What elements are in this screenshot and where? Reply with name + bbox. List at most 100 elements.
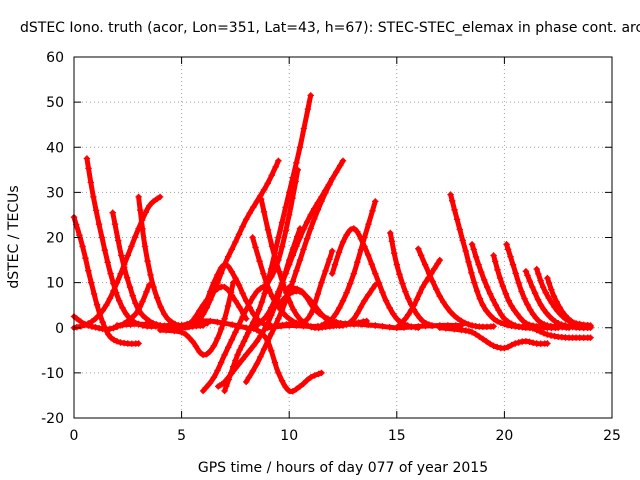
dstec-point	[277, 306, 284, 313]
axes: 0 5 10 15 20 25 -20 -10 0 10 20 30 40 50 60	[41, 50, 621, 444]
dstec-point	[357, 321, 365, 328]
dstec-point	[221, 261, 228, 268]
dstec-point	[318, 279, 325, 286]
dstec-point	[85, 320, 92, 327]
dstec-point	[303, 316, 311, 323]
dstec-point	[587, 334, 594, 341]
dstec-point	[502, 290, 509, 297]
dstec-point	[516, 314, 524, 321]
dstec-point	[364, 251, 372, 259]
dstec-point	[402, 288, 409, 295]
dstec-point	[206, 379, 214, 387]
dstec-point	[508, 302, 515, 310]
dstec-point	[147, 271, 154, 279]
dstec-point	[107, 270, 114, 277]
dstec-point	[405, 311, 412, 318]
dstec-point	[260, 186, 268, 193]
dstec-point	[524, 272, 531, 279]
dstec-point	[118, 252, 125, 259]
dstec-point	[103, 302, 110, 309]
dstec-point	[138, 311, 146, 318]
dstec-point	[73, 315, 80, 322]
y-tick-label: 20	[46, 231, 64, 247]
dstec-point	[476, 333, 483, 340]
dstec-point	[280, 310, 287, 317]
y-tick-label: -10	[41, 366, 64, 382]
dstec-point	[458, 317, 465, 325]
dstec-point	[162, 327, 170, 334]
dstec-point	[184, 320, 191, 328]
dstec-point	[126, 283, 134, 291]
dstec-point	[442, 325, 449, 332]
dstec-arc	[503, 241, 573, 331]
dstec-point	[297, 316, 304, 324]
dstec-point	[272, 163, 279, 170]
dstec-point	[99, 319, 106, 326]
dstec-point	[264, 226, 272, 233]
dstec-point	[263, 279, 270, 286]
dstec-point	[537, 328, 544, 335]
dstec-point	[275, 302, 282, 309]
dstec-point	[357, 303, 365, 311]
dstec-point	[95, 221, 103, 228]
dstec-point	[272, 256, 279, 263]
dstec-point	[399, 319, 406, 326]
dstec-point	[333, 169, 340, 176]
dstec-point	[146, 202, 153, 210]
dstec-point	[144, 258, 151, 265]
dstec-point	[354, 259, 361, 266]
dstec-point	[143, 288, 150, 295]
dstec-point	[186, 334, 193, 341]
dstec-point	[101, 247, 108, 254]
dstec-point	[339, 157, 347, 164]
dstec-point	[462, 247, 469, 255]
dstec-point	[258, 298, 266, 306]
dstec-point	[260, 316, 267, 323]
dstec-point	[515, 279, 522, 287]
dstec-point	[329, 270, 336, 277]
dstec-point	[562, 312, 569, 319]
dstec-point	[230, 363, 237, 370]
dstec-point	[92, 324, 99, 331]
dstec-arc-line	[200, 167, 301, 394]
dstec-point	[286, 322, 293, 329]
dstec-point	[266, 286, 273, 293]
dstec-point	[77, 323, 84, 330]
dstec-arc-line	[387, 230, 434, 328]
dstec-point	[416, 314, 423, 322]
dstec-point	[501, 315, 508, 322]
dstec-point	[257, 353, 264, 360]
dstec-point	[296, 144, 304, 151]
x-tick-label: 15	[388, 428, 406, 444]
dstec-point	[433, 286, 440, 293]
dstec-point	[282, 383, 289, 391]
dstec-point	[121, 264, 128, 271]
x-tick-label: 5	[177, 428, 186, 444]
dstec-point	[300, 380, 307, 387]
dstec-point	[278, 298, 285, 306]
dstec-point	[357, 235, 365, 242]
dstec-point	[451, 326, 458, 333]
dstec-point	[486, 290, 494, 297]
dstec-point	[235, 360, 243, 368]
x-tick-label: 0	[70, 428, 79, 444]
dstec-point	[293, 322, 300, 329]
dstec-point	[529, 283, 536, 291]
dstec-point	[422, 320, 429, 327]
dstec-point	[386, 304, 393, 311]
dstec-point	[431, 265, 438, 272]
dstec-point	[275, 288, 282, 295]
dstec-point	[149, 321, 157, 329]
dstec-point	[202, 384, 210, 391]
dstec-point	[106, 295, 114, 302]
dstec-point	[532, 314, 540, 322]
dstec-point	[364, 321, 372, 329]
dstec-point	[511, 307, 518, 314]
dstec-point	[490, 342, 497, 349]
dstec-point	[243, 216, 250, 223]
dstec-point	[232, 297, 239, 304]
dstec-point	[318, 193, 325, 201]
dstec-point	[410, 302, 418, 309]
dstec-point	[354, 310, 361, 317]
dstec-point	[372, 270, 379, 277]
